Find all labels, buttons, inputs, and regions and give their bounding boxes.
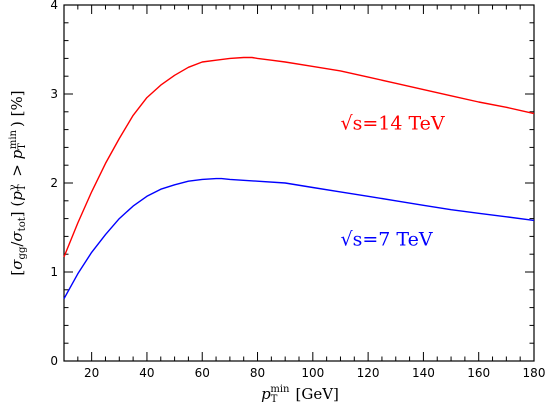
series-line-0	[63, 56, 535, 258]
y-axis-label: [σgg/σtot] (pTγ > pTmin) [%]	[8, 90, 28, 275]
series-lines	[63, 56, 535, 300]
tick-labels: 20 40 60 80 100 120 140 160 180 0 1 2 3 4	[50, 0, 545, 380]
x-tick-label: 140	[412, 366, 435, 380]
plot-frame	[63, 4, 535, 362]
y-tick-label: 1	[50, 265, 58, 279]
x-tick-label: 120	[357, 366, 380, 380]
y-tick-label: 3	[50, 87, 58, 101]
y-tick-label: 2	[50, 176, 58, 190]
series-line-1	[63, 177, 535, 300]
x-tick-label: 80	[250, 366, 265, 380]
x-tick-label: 20	[84, 366, 99, 380]
y-tick-label: 4	[50, 0, 58, 12]
x-axis-label: pTmin [GeV]	[261, 384, 339, 405]
x-tick-label: 160	[467, 366, 490, 380]
x-tick-label: 100	[301, 366, 324, 380]
series-annotation-1: √s=7 TeV	[340, 228, 432, 250]
axis-ticks	[63, 4, 535, 362]
annotations: √s=14 TeV √s=7 TeV	[340, 113, 444, 251]
series-annotation-0: √s=14 TeV	[340, 113, 444, 135]
x-tick-label: 40	[139, 366, 154, 380]
x-tick-label: 180	[523, 366, 545, 380]
y-tick-label: 0	[50, 354, 58, 368]
x-tick-label: 60	[195, 366, 210, 380]
